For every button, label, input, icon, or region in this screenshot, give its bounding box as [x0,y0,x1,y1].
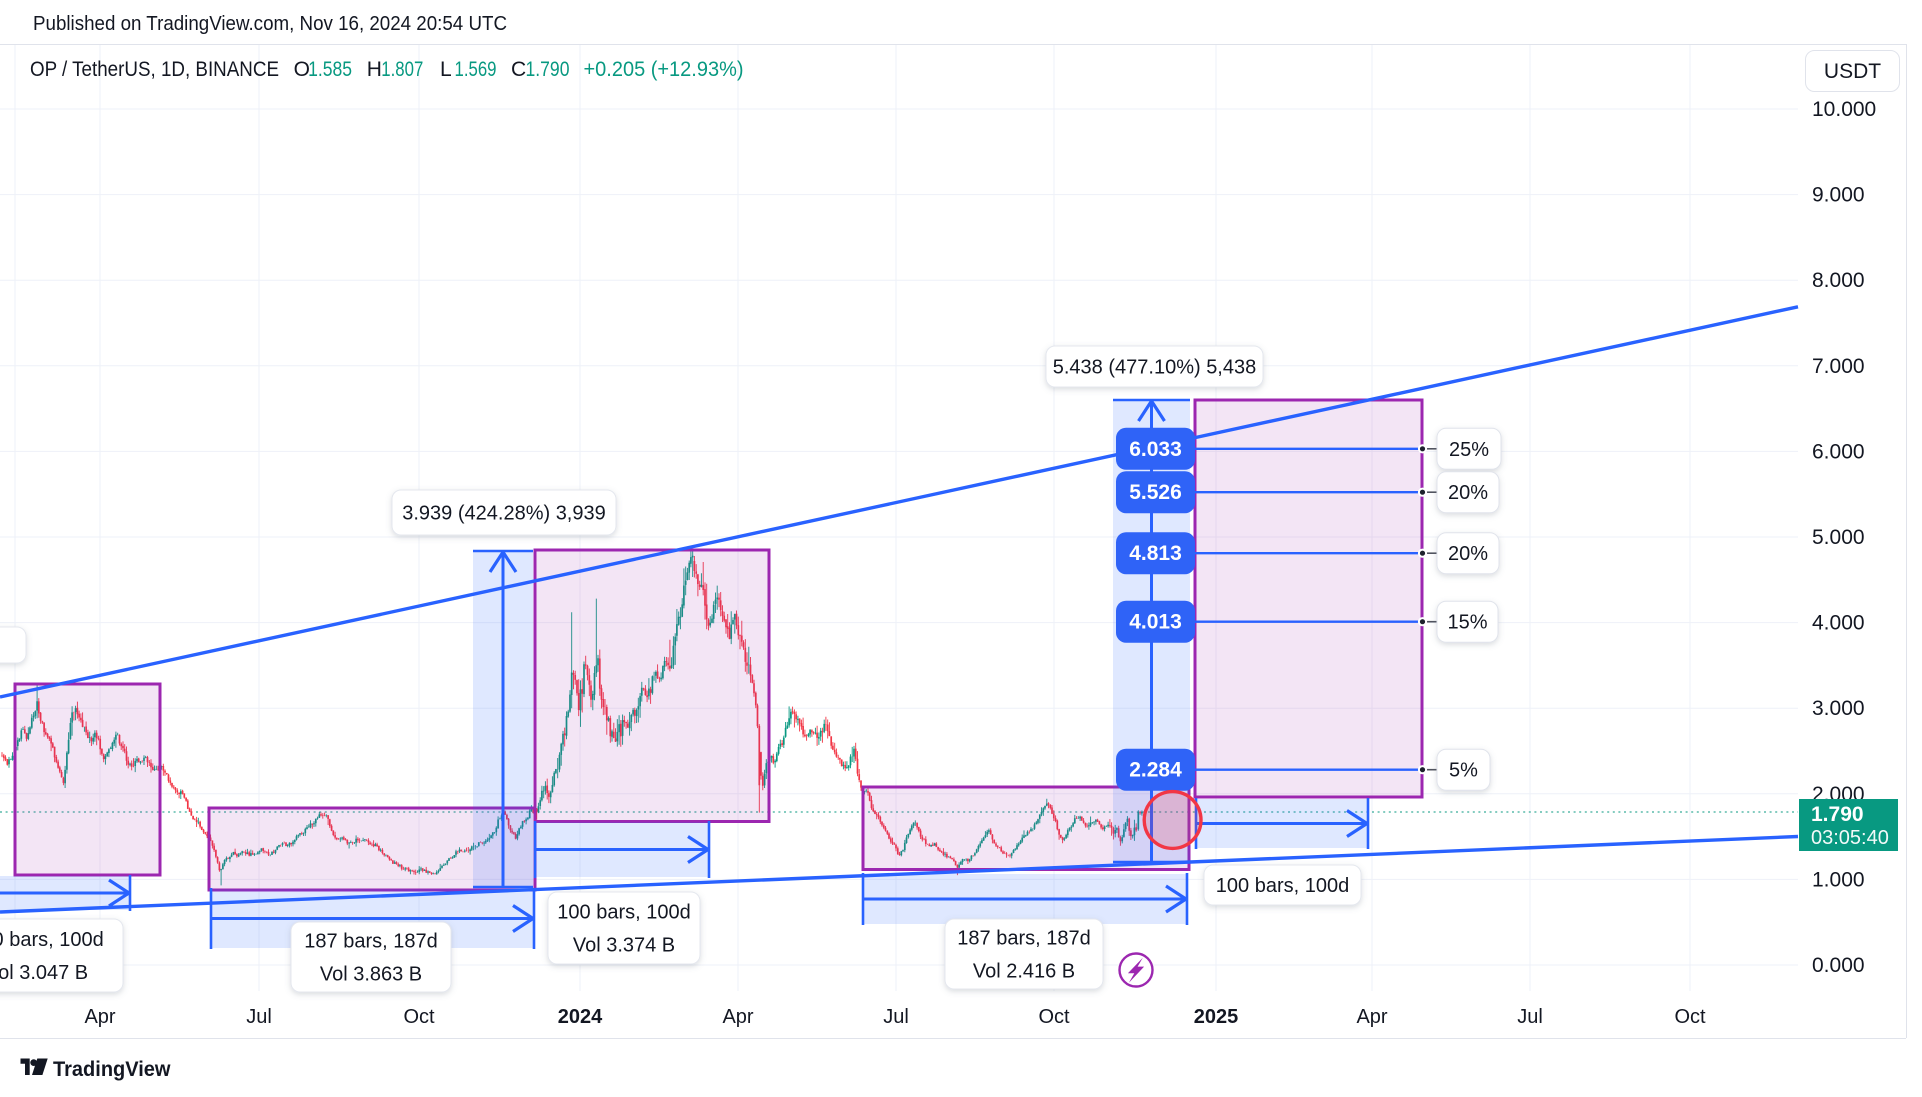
svg-text:Oct: Oct [403,1006,435,1028]
svg-text:O: O [294,58,310,81]
svg-text:4.000: 4.000 [1812,612,1865,635]
svg-text:1.790: 1.790 [526,58,570,81]
svg-text:Apr: Apr [1356,1006,1387,1028]
svg-text:100 bars, 100d: 100 bars, 100d [0,929,104,951]
svg-text:6.033: 6.033 [1129,438,1182,461]
svg-text:1.569: 1.569 [455,58,497,81]
svg-text:Apr: Apr [84,1006,115,1028]
svg-text:5.000: 5.000 [1812,526,1865,549]
svg-text:187 bars, 187d: 187 bars, 187d [957,928,1090,950]
svg-text:Vol 2.416 B: Vol 2.416 B [973,961,1075,983]
svg-text:Oct: Oct [1674,1006,1706,1028]
svg-text:2024: 2024 [558,1006,603,1028]
svg-text:5%: 5% [1449,760,1478,782]
svg-text:187 bars, 187d: 187 bars, 187d [304,931,437,953]
svg-text:Jul: Jul [246,1006,272,1028]
svg-text:Vol 3.863 B: Vol 3.863 B [320,964,422,986]
svg-text:+0.205 (+12.93%): +0.205 (+12.93%) [584,58,744,81]
svg-text:2.284: 2.284 [1129,759,1182,782]
svg-text:1.000: 1.000 [1812,868,1865,891]
svg-text:25%: 25% [1449,439,1489,461]
svg-text:Published on TradingView.com,: Published on TradingView.com, Nov 16, 20… [33,13,507,35]
svg-text:03:05:40: 03:05:40 [1811,827,1889,849]
svg-text:8.000: 8.000 [1812,269,1865,292]
svg-text:15%: 15% [1447,612,1487,634]
svg-text:100 bars, 100d: 100 bars, 100d [557,902,690,924]
svg-text:Oct: Oct [1038,1006,1070,1028]
svg-text:4.813: 4.813 [1129,542,1182,565]
svg-text:5.526: 5.526 [1129,481,1182,504]
svg-text:3.939 (424.28%) 3,939: 3.939 (424.28%) 3,939 [402,503,606,525]
svg-text:1.790: 1.790 [1811,803,1864,826]
svg-text:Apr: Apr [722,1006,753,1028]
svg-text:0.000: 0.000 [1812,954,1865,977]
svg-text:20%: 20% [1448,482,1488,504]
svg-text:1.585: 1.585 [308,58,352,81]
svg-text:2025: 2025 [1194,1006,1239,1028]
svg-text:Jul: Jul [1517,1006,1543,1028]
svg-text:L: L [440,58,452,81]
svg-text:20%: 20% [1448,543,1488,565]
svg-text:Vol 3.374 B: Vol 3.374 B [573,935,675,957]
svg-text:6.000: 6.000 [1812,440,1865,463]
svg-text:7.000: 7.000 [1812,355,1865,378]
svg-text:Jul: Jul [883,1006,909,1028]
svg-text:OP / TetherUS, 1D, BINANCE: OP / TetherUS, 1D, BINANCE [30,58,279,81]
svg-text:3.000: 3.000 [1812,697,1865,720]
svg-text:5.438 (477.10%) 5,438: 5.438 (477.10%) 5,438 [1053,357,1257,379]
svg-text:Vol 3.047 B: Vol 3.047 B [0,962,88,984]
svg-text:C: C [511,58,526,81]
svg-text:TradingView: TradingView [53,1057,171,1081]
svg-text:100 bars, 100d: 100 bars, 100d [1216,875,1349,897]
svg-text:4.013: 4.013 [1129,611,1182,634]
svg-text:9.000: 9.000 [1812,184,1865,207]
svg-text:10.000: 10.000 [1812,98,1876,121]
svg-text:H: H [367,58,382,81]
svg-text:USDT: USDT [1824,60,1881,83]
svg-text:1.807: 1.807 [381,58,423,81]
